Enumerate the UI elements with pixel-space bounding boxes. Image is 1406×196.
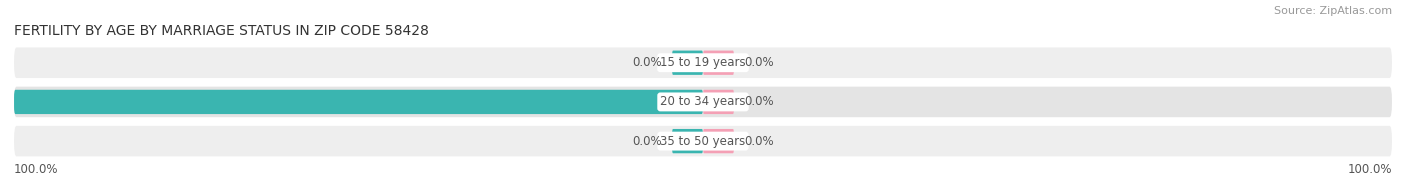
FancyBboxPatch shape xyxy=(672,129,703,153)
FancyBboxPatch shape xyxy=(14,126,1392,156)
Text: Source: ZipAtlas.com: Source: ZipAtlas.com xyxy=(1274,6,1392,16)
FancyBboxPatch shape xyxy=(703,90,734,114)
FancyBboxPatch shape xyxy=(14,47,1392,78)
Text: FERTILITY BY AGE BY MARRIAGE STATUS IN ZIP CODE 58428: FERTILITY BY AGE BY MARRIAGE STATUS IN Z… xyxy=(14,24,429,38)
Text: 100.0%: 100.0% xyxy=(0,95,4,108)
FancyBboxPatch shape xyxy=(14,90,703,114)
Text: 0.0%: 0.0% xyxy=(744,56,773,69)
Text: 15 to 19 years: 15 to 19 years xyxy=(661,56,745,69)
FancyBboxPatch shape xyxy=(703,51,734,75)
Text: 100.0%: 100.0% xyxy=(14,163,59,176)
Text: 35 to 50 years: 35 to 50 years xyxy=(661,135,745,148)
Text: 100.0%: 100.0% xyxy=(1347,163,1392,176)
FancyBboxPatch shape xyxy=(14,87,1392,117)
FancyBboxPatch shape xyxy=(703,129,734,153)
Text: 0.0%: 0.0% xyxy=(633,135,662,148)
Text: 0.0%: 0.0% xyxy=(744,135,773,148)
FancyBboxPatch shape xyxy=(672,51,703,75)
Text: 0.0%: 0.0% xyxy=(633,56,662,69)
Text: 20 to 34 years: 20 to 34 years xyxy=(661,95,745,108)
Text: 0.0%: 0.0% xyxy=(744,95,773,108)
